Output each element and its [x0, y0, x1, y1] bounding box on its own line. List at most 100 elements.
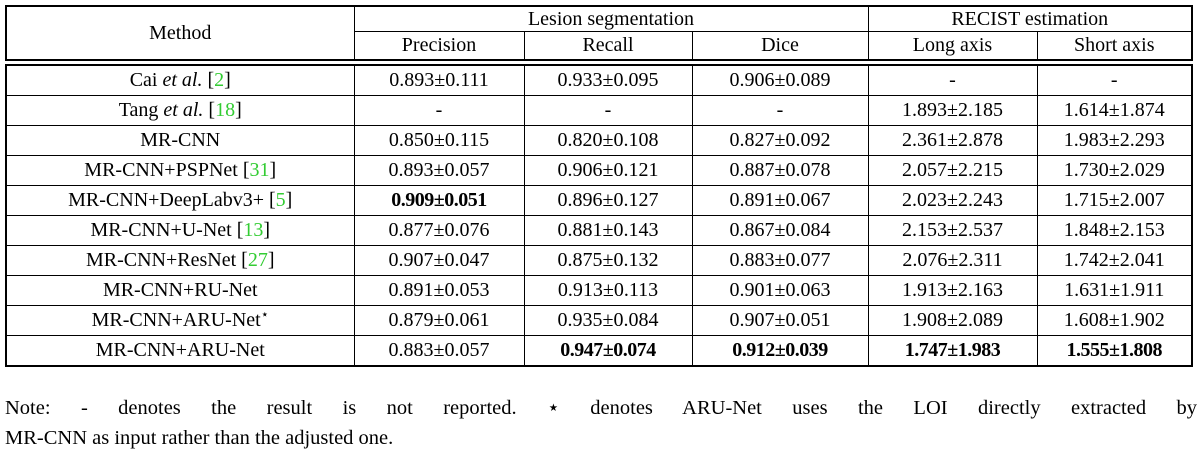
value-cell: 0.883±0.077	[691, 245, 869, 276]
value-cell: 0.891±0.067	[691, 185, 869, 216]
method-cell: MR-CNN+ResNet [27]	[5, 245, 355, 276]
value-cell: 1.730±2.029	[1036, 155, 1193, 186]
method-name: MR-CNN+RU-Net	[102, 279, 258, 301]
value-cell: 0.935±0.084	[523, 305, 693, 336]
value-cell: 1.913±2.163	[867, 275, 1038, 306]
value-cell: 0.907±0.051	[691, 305, 869, 336]
table-row: MR-CNN+ARU-Net 0.883±0.057 0.947±0.074 0…	[5, 335, 1193, 367]
table-header: Method Lesion segmentation RECIST estima…	[5, 5, 1193, 66]
value-cell: 0.887±0.078	[691, 155, 869, 186]
value-cell: -	[353, 95, 525, 126]
value-cell: 0.906±0.121	[523, 155, 693, 186]
citation-number: 2	[214, 69, 225, 91]
value-cell: 1.742±2.041	[1036, 245, 1193, 276]
table-row: Tang et al. [18] - - - 1.893±2.185 1.614…	[5, 95, 1193, 126]
value-cell: 0.850±0.115	[353, 125, 525, 156]
method-cell: Tang et al. [18]	[5, 95, 355, 126]
value-cell: 2.076±2.311	[867, 245, 1038, 276]
citation-number: 5	[275, 189, 286, 211]
method-etal: et al.	[157, 69, 203, 91]
citation-number: 31	[249, 159, 270, 181]
citation-bracket-close: ]	[235, 99, 242, 121]
method-cell: Cai et al. [2]	[5, 62, 355, 96]
header-short-axis: Short axis	[1036, 31, 1193, 66]
table-body: Cai et al. [2] 0.893±0.111 0.933±0.095 0…	[5, 62, 1193, 367]
value-cell: 0.875±0.132	[523, 245, 693, 276]
citation-bracket-close: ]	[285, 189, 293, 211]
citation-bracket-close: ]	[224, 69, 231, 91]
value-cell: 0.901±0.063	[691, 275, 869, 306]
method-name: MR-CNN	[140, 129, 221, 151]
method-name: Tang	[118, 99, 159, 121]
value-cell: 2.057±2.215	[867, 155, 1038, 186]
value-cell: 2.153±2.537	[867, 215, 1038, 246]
citation-bracket-close: ]	[269, 159, 277, 181]
footnote-line-1: Note: - denotes the result is not report…	[5, 396, 1197, 419]
value-cell: 0.883±0.057	[353, 335, 525, 367]
header-group-recist-estimation: RECIST estimation	[867, 5, 1193, 32]
value-cell: 0.947±0.074	[523, 335, 693, 367]
method-name: MR-CNN+ARU-Net	[95, 339, 265, 361]
header-precision: Precision	[353, 31, 525, 66]
value-cell: 0.867±0.084	[691, 215, 869, 246]
value-cell: 0.909±0.051	[353, 185, 525, 216]
header-sub-row: Precision Recall Dice Long axis Short ax…	[6, 31, 1193, 66]
method-etal: et al.	[158, 99, 204, 121]
citation-number: 18	[215, 99, 236, 121]
table-row: MR-CNN+ARU-Net⋆ 0.879±0.061 0.935±0.084 …	[5, 305, 1193, 336]
citation-bracket-open: [	[203, 99, 216, 121]
value-cell: 2.361±2.878	[867, 125, 1038, 156]
value-cell: -	[1036, 62, 1193, 96]
table-row: MR-CNN+U-Net [13] 0.877±0.076 0.881±0.14…	[5, 215, 1193, 246]
value-cell: 1.893±2.185	[867, 95, 1038, 126]
results-table: Method Lesion segmentation RECIST estima…	[5, 5, 1193, 367]
table-row: MR-CNN+PSPNet [31] 0.893±0.057 0.906±0.1…	[5, 155, 1193, 186]
citation-bracket-open: [	[231, 219, 244, 241]
value-cell: 1.908±2.089	[867, 305, 1038, 336]
citation-bracket-close: ]	[267, 249, 275, 271]
header-group-row: Method Lesion segmentation RECIST estima…	[5, 5, 1193, 66]
footnote-line-2: MR-CNN as input rather than the adjusted…	[5, 426, 394, 449]
value-cell: 2.023±2.243	[867, 185, 1038, 216]
value-cell: 0.907±0.047	[353, 245, 525, 276]
value-cell: 0.906±0.089	[691, 62, 869, 96]
method-name: MR-CNN+ARU-Net	[91, 309, 261, 331]
method-name: MR-CNN+DeepLabv3+	[68, 189, 264, 211]
method-cell: MR-CNN+ARU-Net	[5, 335, 355, 367]
value-cell: 1.631±1.911	[1036, 275, 1193, 306]
value-cell: 0.827±0.092	[691, 125, 869, 156]
value-cell: 0.893±0.111	[353, 62, 525, 96]
value-cell: 1.614±1.874	[1036, 95, 1193, 126]
value-cell: 0.879±0.061	[353, 305, 525, 336]
citation-number: 27	[247, 249, 268, 271]
header-group-lesion-segmentation: Lesion segmentation	[353, 5, 869, 32]
method-cell: MR-CNN+PSPNet [31]	[5, 155, 355, 186]
value-cell: 0.877±0.076	[353, 215, 525, 246]
header-recall: Recall	[523, 31, 693, 66]
method-name: Cai	[129, 69, 158, 91]
citation-bracket-open: [	[202, 69, 215, 91]
method-cell: MR-CNN+U-Net [13]	[5, 215, 355, 246]
citation-bracket-open: [	[236, 249, 248, 271]
citation-bracket-open: [	[264, 189, 276, 211]
method-name: MR-CNN+PSPNet	[84, 159, 238, 181]
value-cell: 0.891±0.053	[353, 275, 525, 306]
method-name: MR-CNN+ResNet	[85, 249, 237, 271]
method-cell: MR-CNN	[5, 125, 355, 156]
value-cell: -	[691, 95, 869, 126]
header-long-axis: Long axis	[867, 31, 1038, 66]
table-row: Cai et al. [2] 0.893±0.111 0.933±0.095 0…	[5, 62, 1193, 96]
value-cell: 1.848±2.153	[1036, 215, 1193, 246]
method-name: MR-CNN+U-Net	[90, 219, 232, 241]
value-cell: 1.608±1.902	[1036, 305, 1193, 336]
method-cell: MR-CNN+RU-Net	[5, 275, 355, 306]
table-row: MR-CNN+DeepLabv3+ [5] 0.909±0.051 0.896±…	[5, 185, 1193, 216]
star-mark: ⋆	[260, 306, 269, 322]
value-cell: -	[867, 62, 1038, 96]
method-cell: MR-CNN+DeepLabv3+ [5]	[5, 185, 355, 216]
value-cell: 0.933±0.095	[523, 62, 693, 96]
value-cell: 1.747±1.983	[867, 335, 1038, 367]
value-cell: 1.555±1.808	[1036, 335, 1193, 367]
value-cell: 0.912±0.039	[691, 335, 869, 367]
table-row: MR-CNN+RU-Net 0.891±0.053 0.913±0.113 0.…	[5, 275, 1193, 306]
